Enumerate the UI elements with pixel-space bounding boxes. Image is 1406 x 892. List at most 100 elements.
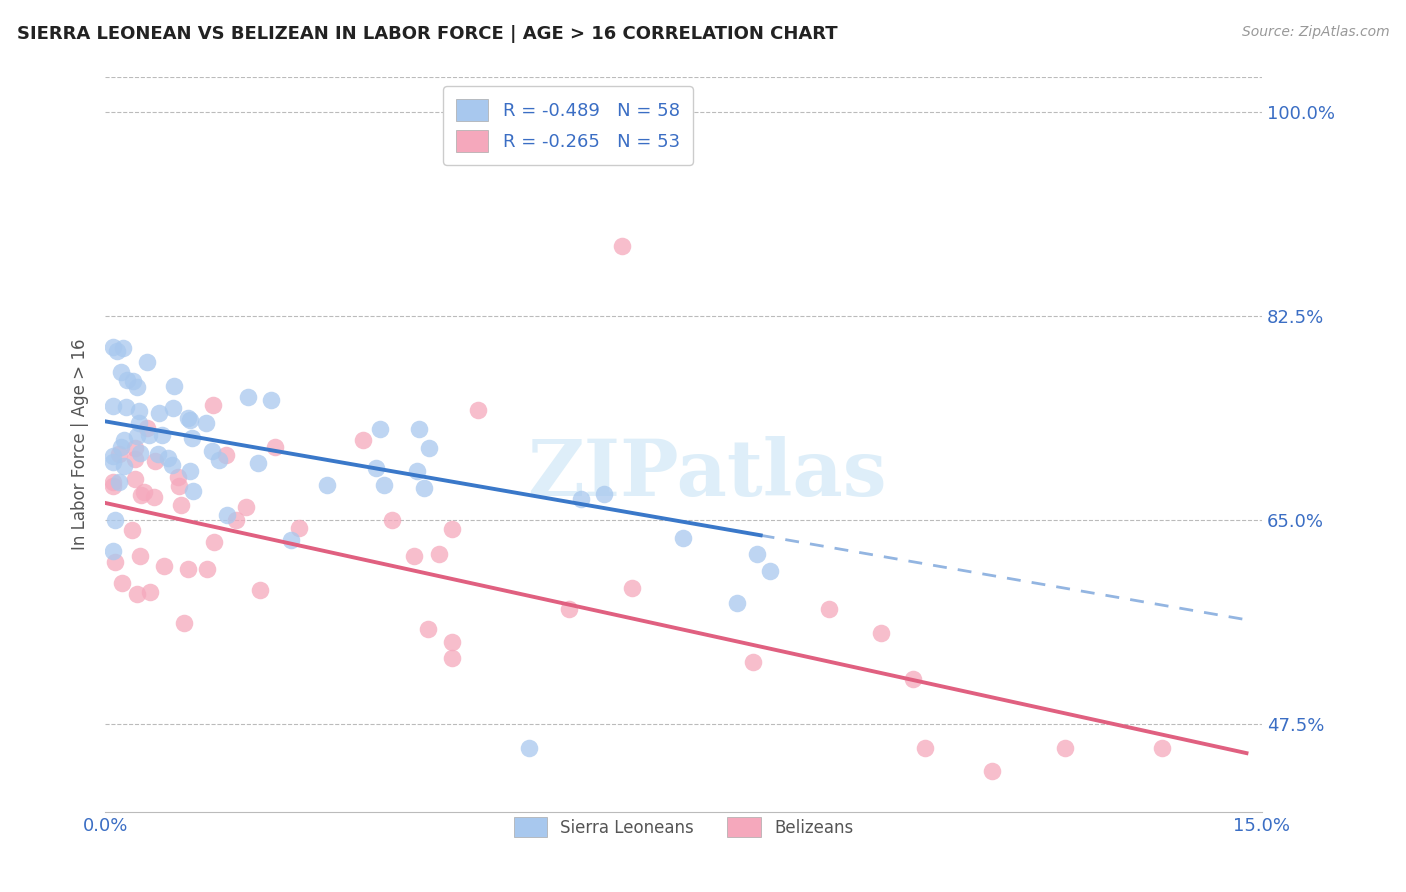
Point	[101, 399, 124, 413]
Point	[202, 398, 225, 412]
Point	[418, 441, 440, 455]
Point	[280, 533, 302, 547]
Point	[148, 406, 170, 420]
Point	[104, 555, 127, 569]
Point	[101, 340, 124, 354]
Point	[110, 440, 132, 454]
Point	[441, 634, 464, 648]
Point	[179, 413, 201, 427]
Point	[101, 449, 124, 463]
Point	[1053, 740, 1076, 755]
Point	[124, 472, 146, 486]
Point	[143, 490, 166, 504]
Point	[169, 498, 191, 512]
Point	[160, 458, 183, 472]
Point	[381, 513, 404, 527]
Point	[179, 464, 201, 478]
Point	[105, 344, 128, 359]
Point	[373, 477, 395, 491]
Text: ZIPatlas: ZIPatlas	[527, 436, 887, 512]
Point	[725, 596, 748, 610]
Point	[208, 453, 231, 467]
Text: Source: ZipAtlas.com: Source: ZipAtlas.com	[1241, 25, 1389, 39]
Point	[593, 486, 616, 500]
Point	[201, 443, 224, 458]
Point	[215, 508, 238, 522]
Point	[111, 576, 134, 591]
Point	[122, 375, 145, 389]
Point	[195, 562, 218, 576]
Point	[352, 433, 374, 447]
Point	[111, 341, 134, 355]
Point	[404, 549, 426, 563]
Point	[112, 433, 135, 447]
Point	[287, 521, 309, 535]
Point	[406, 464, 429, 478]
Point	[194, 416, 217, 430]
Point	[441, 651, 464, 665]
Point	[110, 365, 132, 379]
Point	[180, 431, 202, 445]
Point	[125, 429, 148, 443]
Point	[1152, 740, 1174, 755]
Point	[610, 239, 633, 253]
Point	[114, 401, 136, 415]
Point	[124, 441, 146, 455]
Point	[125, 587, 148, 601]
Point	[136, 421, 159, 435]
Point	[162, 401, 184, 415]
Point	[128, 446, 150, 460]
Point	[108, 447, 131, 461]
Point	[818, 601, 841, 615]
Point	[259, 392, 281, 407]
Point	[124, 452, 146, 467]
Point	[157, 450, 180, 465]
Point	[128, 416, 150, 430]
Point	[136, 355, 159, 369]
Point	[169, 479, 191, 493]
Point	[138, 427, 160, 442]
Y-axis label: In Labor Force | Age > 16: In Labor Force | Age > 16	[72, 339, 89, 550]
Point	[236, 390, 259, 404]
Point	[177, 411, 200, 425]
Point	[981, 764, 1004, 778]
Point	[416, 622, 439, 636]
Point	[129, 549, 152, 564]
Point	[177, 562, 200, 576]
Point	[101, 544, 124, 558]
Point	[112, 458, 135, 473]
Point	[101, 475, 124, 490]
Point	[247, 456, 270, 470]
Point	[104, 513, 127, 527]
Point	[621, 581, 644, 595]
Point	[235, 500, 257, 515]
Point	[370, 422, 392, 436]
Point	[427, 547, 450, 561]
Point	[672, 531, 695, 545]
Point	[742, 655, 765, 669]
Point	[152, 558, 174, 573]
Point	[901, 672, 924, 686]
Point	[173, 616, 195, 631]
Point	[101, 479, 124, 493]
Point	[249, 582, 271, 597]
Point	[128, 404, 150, 418]
Point	[914, 740, 936, 755]
Point	[759, 565, 782, 579]
Point	[143, 454, 166, 468]
Point	[121, 523, 143, 537]
Point	[413, 481, 436, 495]
Point	[117, 373, 139, 387]
Point	[146, 447, 169, 461]
Point	[150, 427, 173, 442]
Point	[870, 626, 893, 640]
Point	[264, 440, 287, 454]
Point	[214, 448, 236, 462]
Point	[101, 455, 124, 469]
Text: SIERRA LEONEAN VS BELIZEAN IN LABOR FORCE | AGE > 16 CORRELATION CHART: SIERRA LEONEAN VS BELIZEAN IN LABOR FORC…	[17, 25, 838, 43]
Point	[138, 584, 160, 599]
Point	[517, 740, 540, 755]
Point	[132, 485, 155, 500]
Point	[166, 469, 188, 483]
Point	[745, 547, 768, 561]
